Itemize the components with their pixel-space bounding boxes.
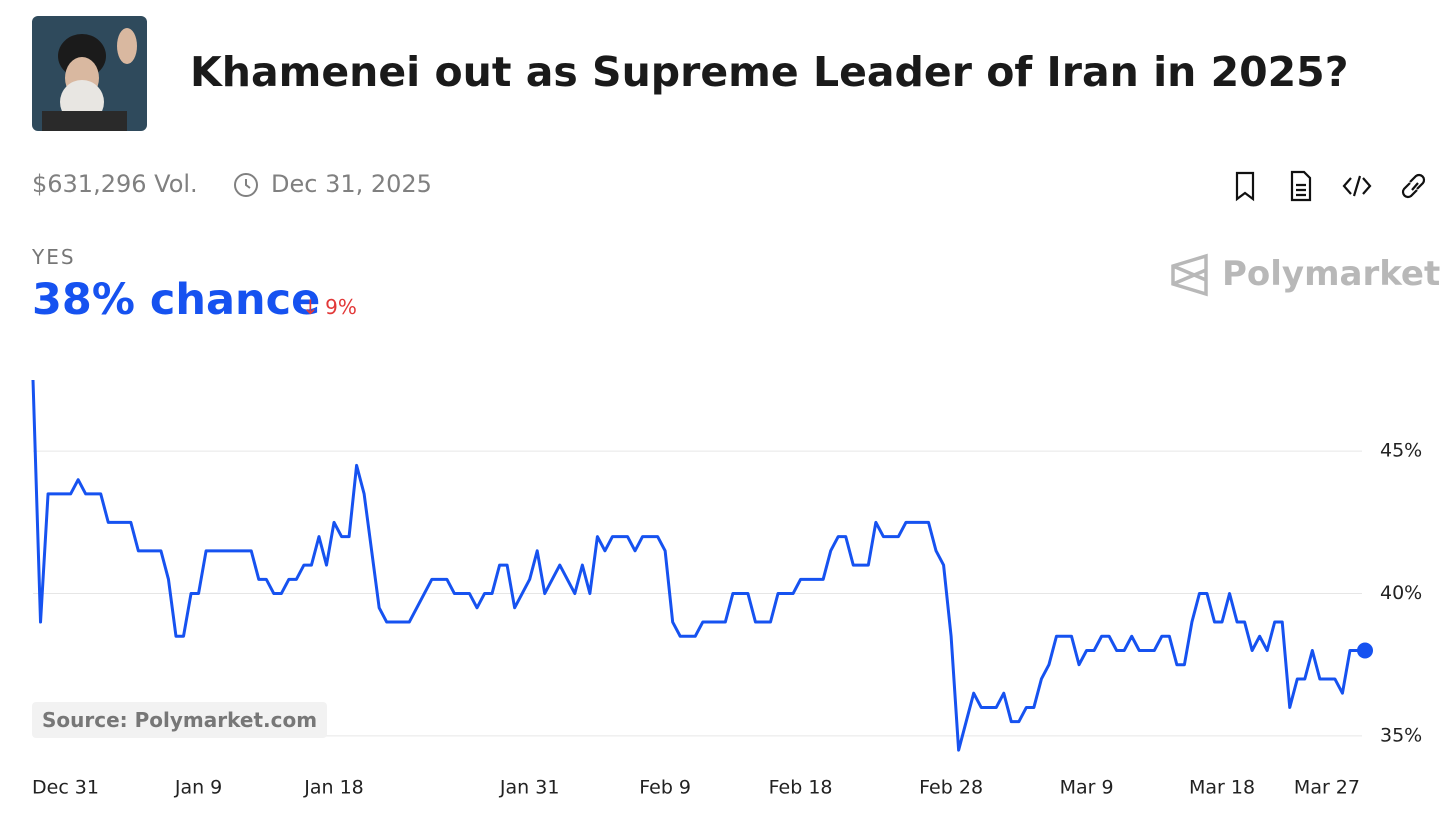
x-tick-label: Jan 31 [499,777,560,799]
brand: Polymarket [1222,254,1441,294]
source: Source: Polymarket.com [32,702,328,738]
document-icon[interactable] [1290,170,1312,202]
brand-logo [1171,253,1208,297]
change: ↓ 9% [302,295,357,319]
x-tick-label: Jan 18 [303,777,364,799]
x-tick-label: Feb 18 [769,777,833,799]
x-tick-label: Jan 9 [174,777,222,799]
toolbar [1235,170,1426,202]
x-tick-label: Mar 18 [1189,777,1255,799]
avatar [32,16,147,131]
y-tick-label: 35% [1380,724,1422,746]
y-tick-label: 40% [1380,582,1422,604]
y-tick-label: 45% [1380,440,1422,462]
link-icon[interactable] [1401,173,1426,199]
current-point [1357,642,1373,659]
change-value: 9% [325,295,357,319]
x-tick-label: Feb 28 [919,777,983,799]
embed-icon[interactable] [1342,175,1372,197]
chance: 38% chance [32,275,321,325]
down-arrow: ↓ [302,295,326,319]
bookmark-icon[interactable] [1235,171,1255,202]
volume: $631,296 Vol. [32,170,198,198]
price-line [31,379,1365,752]
x-tick-label: Mar 27 [1294,777,1360,799]
title: Khamenei out as Supreme Leader of Iran i… [190,48,1349,96]
x-tick-label: Feb 9 [639,777,691,799]
end-date: Dec 31, 2025 [271,170,432,198]
x-tick-label: Dec 31 [32,777,99,799]
clock-icon [234,173,258,197]
x-tick-label: Mar 9 [1060,777,1114,799]
outcome-label: YES [32,245,76,269]
